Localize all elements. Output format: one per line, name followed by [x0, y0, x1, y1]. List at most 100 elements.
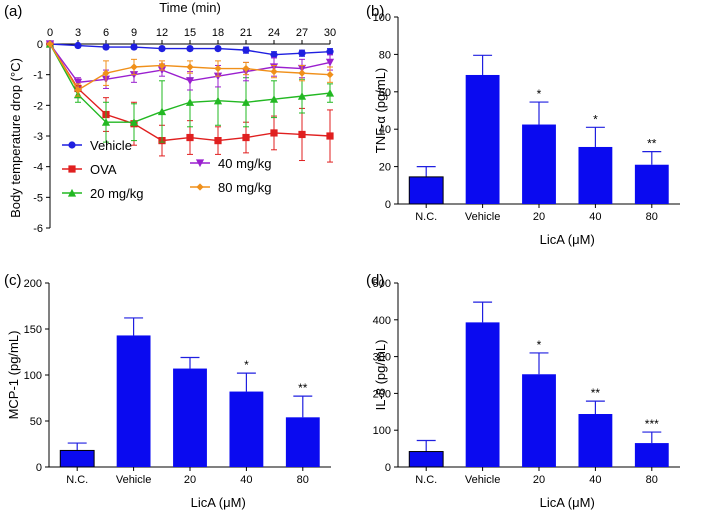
data-point — [326, 71, 334, 79]
significance-marker: ** — [591, 386, 601, 400]
x-tick-label: 27 — [296, 27, 308, 39]
y-tick-label: 100 — [373, 425, 391, 437]
significance-marker: ** — [647, 137, 657, 151]
data-point — [297, 92, 307, 100]
x-axis-title: LicA (μM) — [540, 232, 595, 247]
y-tick-label: 60 — [379, 87, 391, 99]
y-tick-label: -5 — [33, 192, 43, 204]
data-point — [242, 46, 250, 54]
data-point — [242, 64, 250, 73]
legend-marker — [68, 141, 76, 149]
x-tick-label: N.C. — [66, 474, 88, 486]
x-tick-label: 80 — [646, 474, 658, 486]
bar-nc — [408, 176, 444, 205]
y-tick-label: 200 — [373, 388, 391, 400]
data-point — [270, 129, 278, 137]
x-tick-label: 20 — [533, 211, 545, 223]
x-tick-label: 0 — [47, 27, 53, 39]
significance-marker: ** — [298, 381, 308, 395]
data-point — [102, 43, 110, 51]
x-tick-label: 3 — [75, 27, 81, 39]
data-point — [186, 63, 194, 71]
x-tick-label: 6 — [103, 27, 109, 39]
significance-marker: * — [593, 112, 598, 126]
x-tick-label: 40 — [240, 474, 252, 486]
series-20-mg-kg — [45, 39, 335, 143]
significance-marker: * — [244, 358, 249, 372]
y-tick-label: 20 — [379, 162, 391, 174]
x-tick-label: 20 — [184, 474, 196, 486]
significance-marker: *** — [645, 417, 659, 431]
y-tick-label: 0 — [385, 462, 391, 474]
x-axis-title: Time (min) — [159, 0, 221, 15]
data-point — [185, 77, 195, 85]
bar-40 — [578, 414, 613, 467]
data-point — [298, 130, 306, 139]
data-point — [269, 95, 279, 103]
y-tick-label: 500 — [373, 278, 391, 290]
data-point — [74, 86, 82, 94]
data-point — [214, 45, 222, 53]
bar-80 — [634, 443, 669, 467]
data-point — [101, 118, 111, 126]
y-tick-label: 200 — [24, 278, 42, 290]
y-axis-title: TNF-α (pg/mL) — [373, 68, 388, 154]
y-axis-title: Body temperature drop (°C) — [8, 58, 23, 218]
panel-label: (b) — [366, 3, 384, 20]
x-tick-label: 24 — [268, 27, 280, 39]
data-point — [186, 133, 194, 142]
y-tick-label: -6 — [33, 223, 43, 235]
legend-entry: Vehicle — [62, 138, 132, 153]
panel-c: (c) 0 50 100 150 200 MCP-1 (pg/mL) N.C. Vehicle 2… — [4, 272, 331, 510]
bar-40 — [578, 146, 613, 204]
x-tick-label: 18 — [212, 27, 224, 39]
bar-80 — [634, 164, 669, 204]
data-point — [186, 45, 194, 53]
x-tick-label: Vehicle — [465, 211, 500, 223]
data-point — [298, 49, 306, 57]
y-tick-label: 100 — [373, 12, 391, 24]
data-point — [46, 40, 54, 48]
y-tick-label: 0 — [36, 462, 42, 474]
panel-label: (d) — [366, 272, 384, 289]
legend-entry: 40 mg/kg — [190, 156, 271, 171]
legend-entry: OVA — [62, 162, 117, 177]
legend-label: OVA — [90, 162, 117, 177]
significance-marker: * — [537, 87, 542, 101]
legend-label: Vehicle — [90, 138, 132, 153]
data-point — [157, 107, 167, 116]
x-tick-label: 80 — [646, 211, 658, 223]
y-tick-label: -3 — [33, 131, 43, 143]
panel-a: (a) Time (min) 0 3 6 9 12 15 18 21 24 27 30 0 -1 -2 -3 -4… — [4, 0, 336, 235]
data-point — [214, 137, 222, 145]
data-point — [325, 88, 335, 97]
bar-20 — [522, 124, 556, 204]
data-point — [102, 69, 110, 77]
data-point — [326, 48, 334, 56]
x-axis-title: LicA (μM) — [540, 495, 595, 510]
x-tick-label: Vehicle — [116, 474, 151, 486]
data-point — [130, 63, 138, 71]
y-tick-label: -4 — [33, 162, 43, 174]
data-point — [326, 132, 334, 140]
legend-entry: 20 mg/kg — [62, 186, 143, 201]
data-point — [73, 78, 83, 87]
x-axis-title: LicA (μM) — [191, 495, 246, 510]
bar-20 — [522, 374, 556, 467]
y-tick-label: 80 — [379, 49, 391, 61]
x-tick-label: 20 — [533, 474, 545, 486]
data-point — [158, 61, 166, 70]
x-tick-label: 40 — [589, 211, 601, 223]
data-point — [325, 58, 335, 67]
bar-40 — [229, 391, 264, 467]
series-80-mg-kg — [46, 40, 334, 97]
x-tick-label: 9 — [131, 27, 137, 39]
x-tick-label: N.C. — [415, 474, 437, 486]
bar-nc — [59, 449, 95, 468]
series-vehicle — [46, 40, 334, 59]
legend-entry: 80 mg/kg — [190, 180, 271, 195]
bar-vehicle — [465, 74, 500, 204]
bar-vehicle — [116, 335, 151, 467]
y-tick-label: -1 — [33, 70, 43, 82]
